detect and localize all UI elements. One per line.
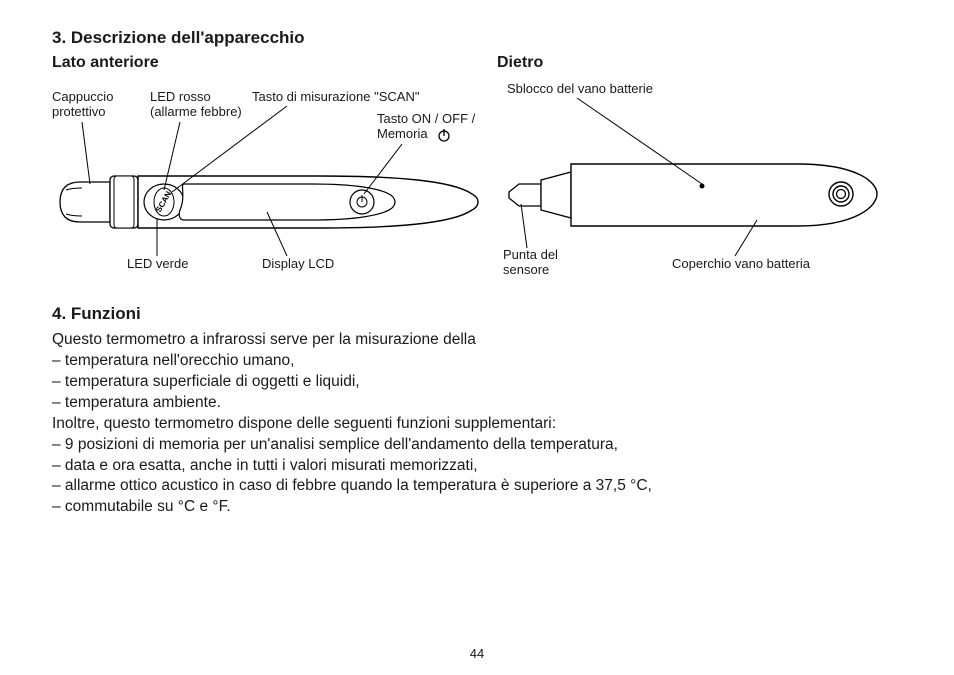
- back-label: Dietro: [497, 54, 902, 72]
- callout-scan: Tasto di misurazione "SCAN": [252, 90, 419, 105]
- page-number: 44: [0, 646, 954, 661]
- front-label: Lato anteriore: [52, 54, 497, 72]
- body-line: – commutabile su °C e °F.: [52, 497, 902, 518]
- body-line: – temperatura superficiale di oggetti e …: [52, 372, 902, 393]
- callout-lcd: Display LCD: [262, 257, 334, 272]
- callout-sensor-tip: Punta del sensore: [503, 248, 558, 278]
- callout-onoff: Tasto ON / OFF / Memoria: [377, 112, 475, 142]
- front-device-svg: SCAN: [52, 152, 492, 252]
- body-line: – 9 posizioni di memoria per un'analisi …: [52, 435, 902, 456]
- section4-title: 4. Funzioni: [52, 304, 902, 324]
- front-column: Lato anteriore Cappuccio protettivo LED …: [52, 54, 497, 282]
- section4-body: Questo termometro a infrarossi serve per…: [52, 330, 902, 518]
- front-diagram: Cappuccio protettivo LED rosso (allarme …: [52, 72, 497, 282]
- section3-title: 3. Descrizione dell'apparecchio: [52, 28, 902, 48]
- body-line: Inoltre, questo termometro dispone delle…: [52, 414, 902, 435]
- back-device-svg: [497, 134, 897, 254]
- callout-cap: Cappuccio protettivo: [52, 90, 113, 120]
- back-column: Dietro Sblocco del vano batterie: [497, 54, 902, 282]
- body-line: Questo termometro a infrarossi serve per…: [52, 330, 902, 351]
- body-line: – data e ora esatta, anche in tutti i va…: [52, 456, 902, 477]
- body-line: – temperatura nell'orecchio umano,: [52, 351, 902, 372]
- callout-unlock: Sblocco del vano batterie: [507, 82, 653, 97]
- body-line: – temperatura ambiente.: [52, 393, 902, 414]
- power-icon: [437, 128, 451, 142]
- body-line: – allarme ottico acustico in caso di feb…: [52, 476, 902, 497]
- callout-red-led: LED rosso (allarme febbre): [150, 90, 242, 120]
- diagram-row: Lato anteriore Cappuccio protettivo LED …: [52, 54, 902, 282]
- back-diagram: Sblocco del vano batterie: [497, 72, 902, 282]
- callout-green-led: LED verde: [127, 257, 188, 272]
- callout-battery-cover: Coperchio vano batteria: [672, 257, 810, 272]
